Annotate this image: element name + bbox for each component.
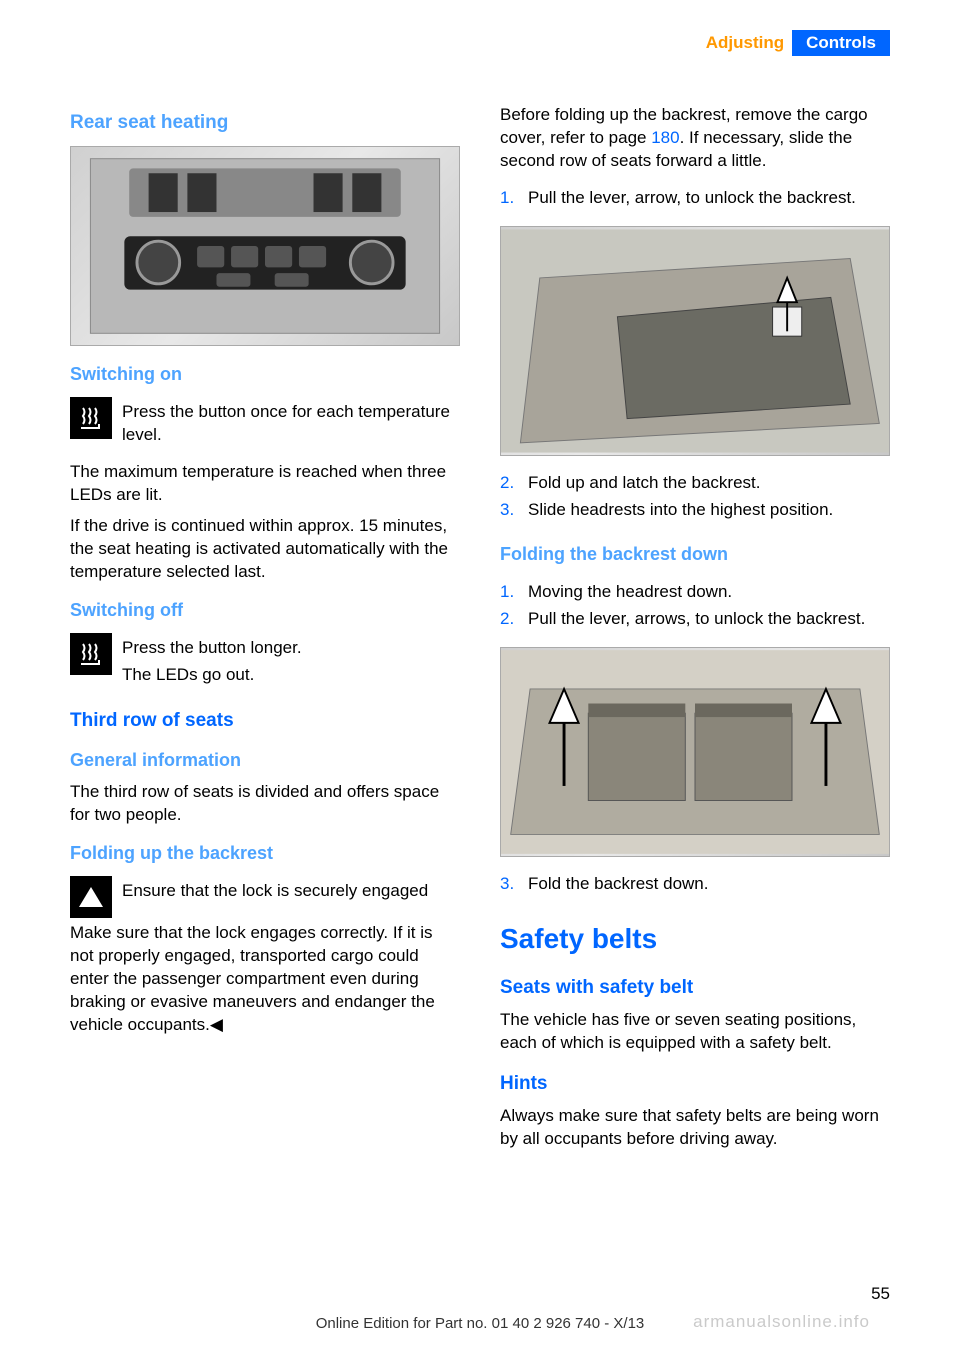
page-link-180[interactable]: 180 (651, 128, 679, 147)
left-column: Rear seat heating Switching on (70, 100, 460, 1282)
image-rear-climate-panel (70, 146, 460, 346)
switching-on-row: Press the button once for each tem­perat… (70, 397, 460, 451)
heading-switching-on: Switching on (70, 364, 460, 385)
switching-off-text2: The LEDs go out. (122, 664, 302, 687)
step-text: Fold up and latch the backrest. (528, 473, 760, 492)
warn-title: Ensure that the lock is securely engaged (122, 880, 428, 903)
cargo-lever-illustration (501, 227, 889, 455)
step-number: 1. (500, 581, 514, 604)
list-item: 3. Slide headrests into the highest posit… (500, 499, 890, 522)
switching-off-text1: Press the button longer. (122, 637, 302, 660)
step-number: 3. (500, 499, 514, 522)
content: Rear seat heating Switching on (70, 100, 890, 1282)
max-temp-text: The maximum temperature is reached when … (70, 461, 460, 507)
switching-off-row: Press the button longer. The LEDs go out… (70, 633, 460, 691)
list-item: 1. Moving the headrest down. (500, 581, 890, 604)
header-controls: Controls (792, 30, 890, 56)
switching-on-text: Press the button once for each tem­perat… (122, 401, 460, 447)
switching-off-texts: Press the button longer. The LEDs go out… (122, 633, 302, 691)
intro-paragraph: Before folding up the backrest, remove t… (500, 104, 890, 173)
heading-folding-down: Folding the backrest down (500, 544, 890, 565)
right-column: Before folding up the backrest, remove t… (500, 100, 890, 1282)
heading-seats-sb: Seats with safety belt (500, 977, 890, 999)
heading-third-row: Third row of seats (70, 710, 460, 732)
list-item: 2. Pull the lever, arrows, to unlock the … (500, 608, 890, 631)
header-adjusting: Adjusting (706, 33, 792, 53)
step-text: Slide headrests into the highest positio… (528, 500, 833, 519)
watermark: armanualsonline.info (693, 1312, 870, 1332)
warning-row: Ensure that the lock is securely engaged (70, 876, 460, 918)
heading-switching-off: Switching off (70, 600, 460, 621)
list-item: 2. Fold up and latch the backrest. (500, 472, 890, 495)
general-info-text: The third row of seats is divided and of… (70, 781, 460, 827)
seat-heat-icon (70, 397, 112, 439)
heading-general-info: General information (70, 750, 460, 771)
folding-up-steps-cont: 2. Fold up and latch the backrest. 3. Slid… (500, 468, 890, 526)
heading-hints: Hints (500, 1073, 890, 1095)
warn-text: Make sure that the lock engages cor­rect… (70, 922, 460, 1037)
heading-rear-seat-heating: Rear seat heating (70, 112, 460, 134)
list-item: 1. Pull the lever, arrow, to unlock the b… (500, 187, 890, 210)
step-text: Pull the lever, arrow, to unlock the bac… (528, 188, 856, 207)
warning-icon (70, 876, 112, 918)
folding-down-steps-cont: 3. Fold the backrest down. (500, 869, 890, 900)
warning-texts: Ensure that the lock is securely engaged (122, 876, 428, 918)
heading-folding-up: Folding up the backrest (70, 843, 460, 864)
folding-up-steps: 1. Pull the lever, arrow, to unlock the b… (500, 183, 890, 214)
climate-panel-illustration (71, 147, 459, 345)
step-text: Pull the lever, arrows, to unlock the ba… (528, 609, 865, 628)
hints-text: Always make sure that safety belts are b… (500, 1105, 890, 1151)
list-item: 3. Fold the backrest down. (500, 873, 890, 896)
page-header: Adjusting Controls (706, 30, 890, 56)
step-text: Fold the backrest down. (528, 874, 708, 893)
drive-continued-text: If the drive is continued within approx.… (70, 515, 460, 584)
step-number: 2. (500, 608, 514, 631)
image-cargo-lever (500, 226, 890, 456)
step-number: 2. (500, 472, 514, 495)
folding-down-steps: 1. Moving the headrest down. 2. Pull the l… (500, 577, 890, 635)
page-number: 55 (871, 1284, 890, 1304)
step-text: Moving the headrest down. (528, 582, 732, 601)
seats-sb-text: The vehicle has five or seven seating po… (500, 1009, 890, 1055)
step-number: 3. (500, 873, 514, 896)
seat-heat-icon (70, 633, 112, 675)
heading-safety-belts: Safety belts (500, 923, 890, 955)
step-number: 1. (500, 187, 514, 210)
backrest-down-illustration (501, 648, 889, 856)
image-backrest-down (500, 647, 890, 857)
